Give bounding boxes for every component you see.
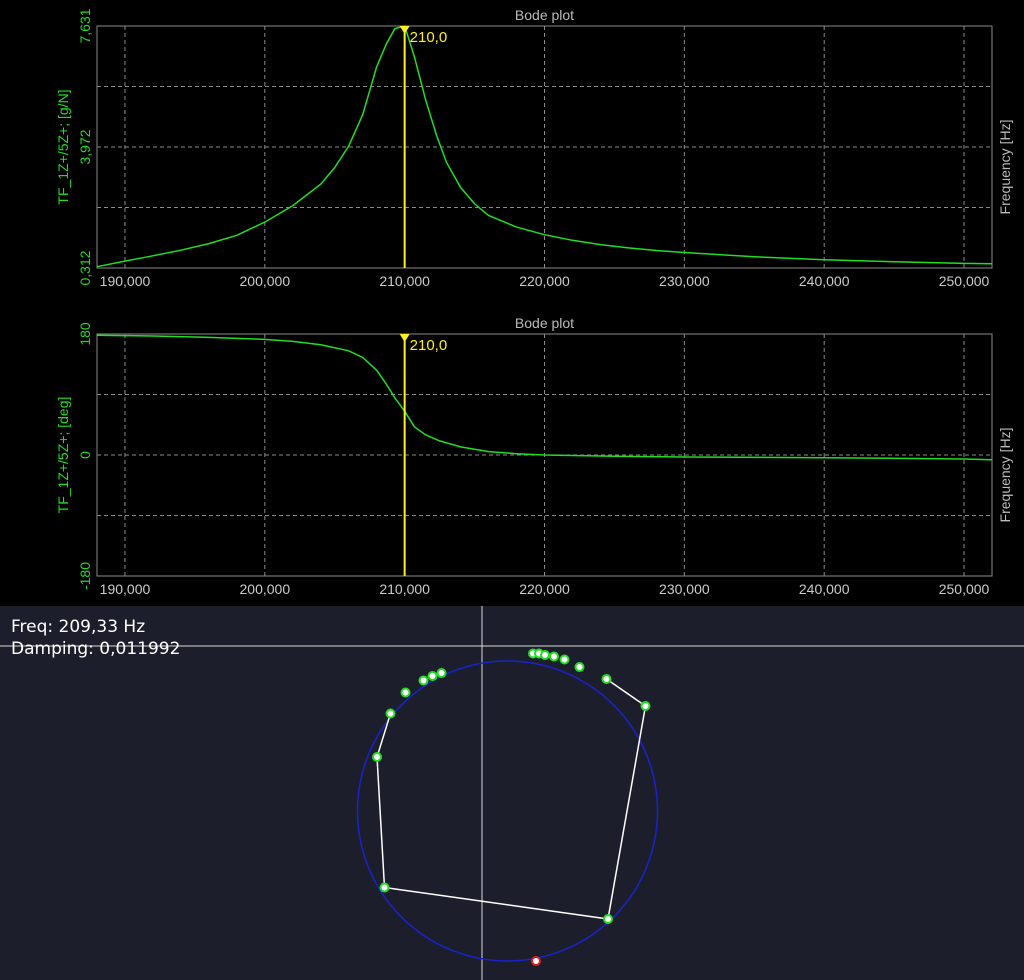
data-point: [601, 674, 612, 684]
grid: [97, 26, 992, 268]
x-tick-label: 200,000: [240, 581, 291, 597]
y-tick-label: 0: [77, 451, 93, 459]
cursor-label: 210,0: [410, 337, 448, 354]
data-point: [540, 650, 550, 660]
data-point: [372, 752, 382, 762]
y-axis-label: TF_1Z+/5Z+; [g/N]: [55, 89, 71, 204]
x-tick-label: 250,000: [939, 581, 990, 597]
data-point: [385, 708, 396, 719]
data-point: [559, 654, 570, 665]
x-tick-label: 200,000: [240, 273, 291, 289]
y-tick-label: 0,312: [77, 250, 93, 285]
y-tick-label: 180: [77, 322, 93, 346]
x-tick-label: 230,000: [659, 273, 710, 289]
data-point: [549, 651, 559, 662]
cursor-marker: [399, 26, 410, 34]
data-point: [574, 662, 585, 672]
data-point: [379, 882, 390, 893]
x-tick-label: 210,000: [379, 273, 430, 289]
series-line: [96, 334, 993, 461]
x-tick-label: 250,000: [939, 273, 990, 289]
bode-magnitude-chart[interactable]: Bode plot 190,000 200,000 210,000 220,000 230…: [0, 0, 1024, 300]
nyquist-panel: Freq: 209,33 Hz Damping: 0,011992: [0, 606, 1024, 980]
data-point: [418, 675, 429, 686]
fit-polyline: [376, 678, 647, 920]
x-tick-label: 240,000: [799, 581, 850, 597]
plot-frame: [96, 333, 993, 577]
y-tick-label: 7,631: [77, 8, 93, 43]
frequency-readout: Freq: 209,33 Hz: [11, 617, 146, 637]
data-point: [640, 701, 651, 711]
x-tick-label: 210,000: [379, 581, 430, 597]
data-point: [436, 668, 447, 678]
x-tick-label: 240,000: [799, 273, 850, 289]
data-point: [400, 687, 411, 698]
data-point: [603, 914, 613, 924]
bode-phase-chart[interactable]: Bode plot 190,000 200,000 210,000 220,000 230…: [0, 308, 1024, 606]
cursor-marker: [399, 334, 410, 342]
x-tick-label: 190,000: [100, 581, 151, 597]
data-point: [427, 671, 438, 681]
chart-title: Bode plot: [515, 7, 574, 23]
y-tick-label: 3,972: [77, 129, 93, 164]
x-axis-label: Frequency [Hz]: [997, 120, 1013, 215]
y-tick-label: -180: [77, 562, 93, 590]
y-axis-label: TF_1Z+/5Z+; [deg]: [55, 397, 71, 514]
x-tick-label: 190,000: [100, 273, 151, 289]
x-axis-label: Frequency [Hz]: [997, 428, 1013, 523]
x-tick-label: 230,000: [659, 581, 710, 597]
damping-readout: Damping: 0,011992: [11, 639, 181, 659]
nyquist-chart[interactable]: [0, 606, 1024, 980]
x-tick-label: 220,000: [519, 273, 570, 289]
plot-frame: [96, 25, 993, 269]
bode-magnitude-panel: Bode plot 190,000 200,000 210,000 220,000 230…: [0, 0, 1024, 300]
bode-phase-panel: Bode plot 190,000 200,000 210,000 220,000 230…: [0, 308, 1024, 606]
x-tick-label: 220,000: [519, 581, 570, 597]
series-line: [96, 25, 993, 268]
chart-title: Bode plot: [515, 315, 574, 331]
selected-point: [531, 956, 541, 966]
fitted-circle: [356, 660, 659, 962]
cursor-label: 210,0: [410, 29, 448, 46]
